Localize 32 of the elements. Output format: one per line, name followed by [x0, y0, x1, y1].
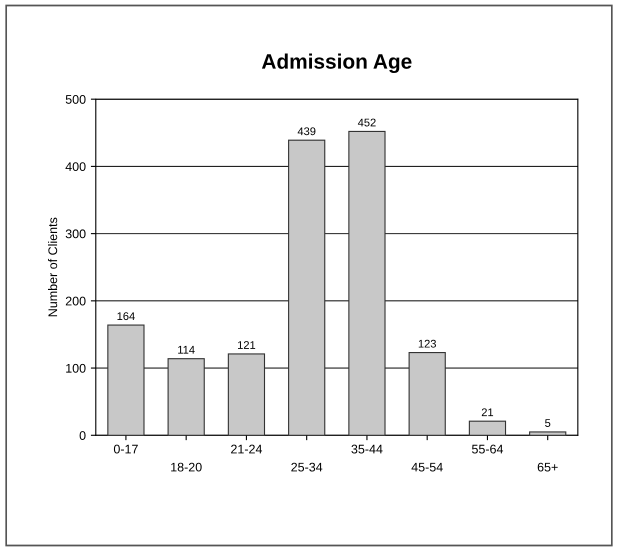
x-tick-label: 0-17 [114, 444, 138, 454]
data-label: 5 [545, 419, 550, 427]
data-label: 123 [418, 340, 436, 348]
y-tick-label: 100 [66, 364, 86, 373]
x-tick-label: 25-34 [291, 462, 322, 472]
data-label: 121 [238, 341, 256, 349]
x-tick-label: 21-24 [231, 444, 262, 454]
bar [408, 352, 446, 436]
y-tick-label: 200 [66, 296, 86, 306]
y-tick-label: 300 [66, 229, 86, 238]
data-label: 164 [117, 312, 135, 320]
y-tick-label: 400 [66, 162, 86, 172]
bar [288, 140, 326, 436]
bar [529, 431, 566, 436]
bar [107, 324, 145, 436]
x-tick-label: 55-64 [472, 444, 504, 454]
x-tick-label: 18-20 [171, 462, 202, 472]
y-tick-label: 500 [66, 94, 86, 104]
data-label: 452 [358, 118, 376, 126]
data-label: 114 [178, 346, 195, 354]
data-label: 21 [482, 408, 494, 416]
chart-title: Admission Age [262, 54, 412, 74]
bar [228, 353, 266, 436]
bar [468, 420, 506, 436]
bar [168, 358, 205, 436]
x-tick-label: 45-54 [411, 462, 443, 472]
y-tick-label: 0 [80, 431, 86, 440]
x-tick-label: 35-44 [351, 444, 383, 454]
y-axis-title: Number of Clients [48, 218, 58, 316]
x-tick-label: 65+ [538, 462, 558, 472]
bar [348, 130, 386, 436]
data-label: 439 [298, 127, 316, 136]
